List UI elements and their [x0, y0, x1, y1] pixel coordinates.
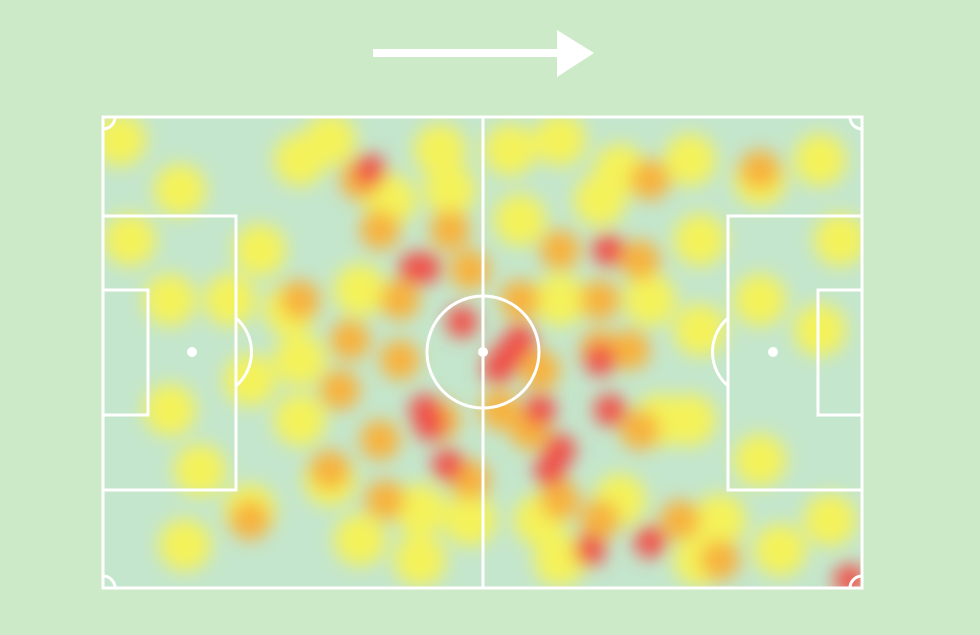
heat-mid	[740, 150, 780, 190]
heat-high	[482, 352, 514, 384]
heat-mid	[430, 210, 470, 250]
heat-high	[534, 454, 566, 486]
heat-low	[814, 214, 862, 266]
heat-high	[432, 449, 464, 481]
heat-low	[234, 224, 286, 276]
heat-mid	[580, 500, 620, 540]
heat-high	[414, 409, 446, 441]
heat-high	[594, 394, 626, 426]
heat-high	[524, 394, 556, 426]
heat-low	[154, 164, 206, 216]
heat-low	[159, 519, 211, 571]
heat-low	[394, 484, 446, 536]
corner-arc-tl	[102, 116, 117, 131]
corner-arc-tr	[848, 116, 863, 131]
heat-mid	[620, 240, 660, 280]
heat-low	[204, 274, 256, 326]
heat-low	[794, 134, 846, 186]
heat-high	[446, 306, 478, 338]
heat-mid	[500, 280, 540, 320]
heat-mid	[360, 210, 400, 250]
heat-low	[534, 274, 586, 326]
heat-low	[444, 494, 496, 546]
heat-mid	[620, 410, 660, 450]
heat-low	[174, 444, 226, 496]
heat-high	[574, 534, 606, 566]
heat-mid	[450, 250, 490, 290]
heat-low	[424, 164, 476, 216]
left-penalty-arc	[235, 316, 254, 388]
heat-high	[634, 526, 666, 558]
heat-mid	[540, 480, 580, 520]
heat-high	[834, 564, 862, 588]
heat-low	[103, 117, 146, 166]
heat-low	[334, 264, 386, 316]
heat-low	[734, 434, 786, 486]
heat-high	[584, 344, 616, 376]
heat-mid	[630, 160, 670, 200]
heat-low	[144, 274, 196, 326]
heat-high	[354, 154, 386, 186]
heat-high	[399, 252, 431, 284]
heat-low	[734, 274, 786, 326]
heat-low	[624, 274, 676, 326]
heat-mid	[330, 320, 370, 360]
left-goal-area	[101, 288, 150, 417]
heat-mid	[360, 420, 400, 460]
heat-mid	[365, 480, 405, 520]
heat-low	[304, 117, 356, 166]
heat-mid	[700, 540, 740, 580]
heat-low	[574, 174, 626, 226]
heat-mid	[230, 500, 270, 540]
heat-mid	[320, 370, 360, 410]
heat-low	[144, 384, 196, 436]
heat-mid	[380, 280, 420, 320]
direction-arrow-icon	[373, 30, 594, 77]
right-goal-area	[816, 288, 864, 417]
heat-low	[494, 194, 546, 246]
center-circle	[425, 294, 541, 410]
heat-low	[804, 494, 856, 546]
heat-mid	[610, 330, 650, 370]
heat-low	[274, 334, 326, 386]
heat-high	[504, 324, 536, 356]
heat-low	[274, 394, 326, 446]
heat-low	[414, 124, 466, 176]
center-spot	[478, 347, 488, 357]
heat-low	[674, 214, 726, 266]
heat-low	[534, 117, 586, 166]
heat-low	[104, 214, 156, 266]
heat-mid	[380, 340, 420, 380]
heat-mid	[280, 280, 320, 320]
heat-low	[694, 494, 746, 546]
heat-high	[592, 234, 624, 266]
heat-low	[534, 534, 586, 586]
heat-layer	[103, 117, 862, 588]
heat-low	[754, 524, 806, 576]
heat-mid	[580, 280, 620, 320]
heat-low	[334, 514, 386, 566]
right-penalty-arc	[710, 316, 729, 388]
heat-mid	[540, 230, 580, 270]
right-penalty-spot	[768, 347, 778, 357]
heat-low	[664, 134, 716, 186]
corner-arc-bl	[102, 574, 117, 589]
heat-low	[794, 304, 846, 356]
heat-mid	[310, 450, 350, 490]
pitch-markings	[101, 115, 864, 590]
corner-arc-br	[848, 574, 863, 589]
left-penalty-spot	[187, 347, 197, 357]
heat-mid	[660, 500, 700, 540]
heat-low	[484, 124, 536, 176]
heat-low	[394, 534, 446, 586]
